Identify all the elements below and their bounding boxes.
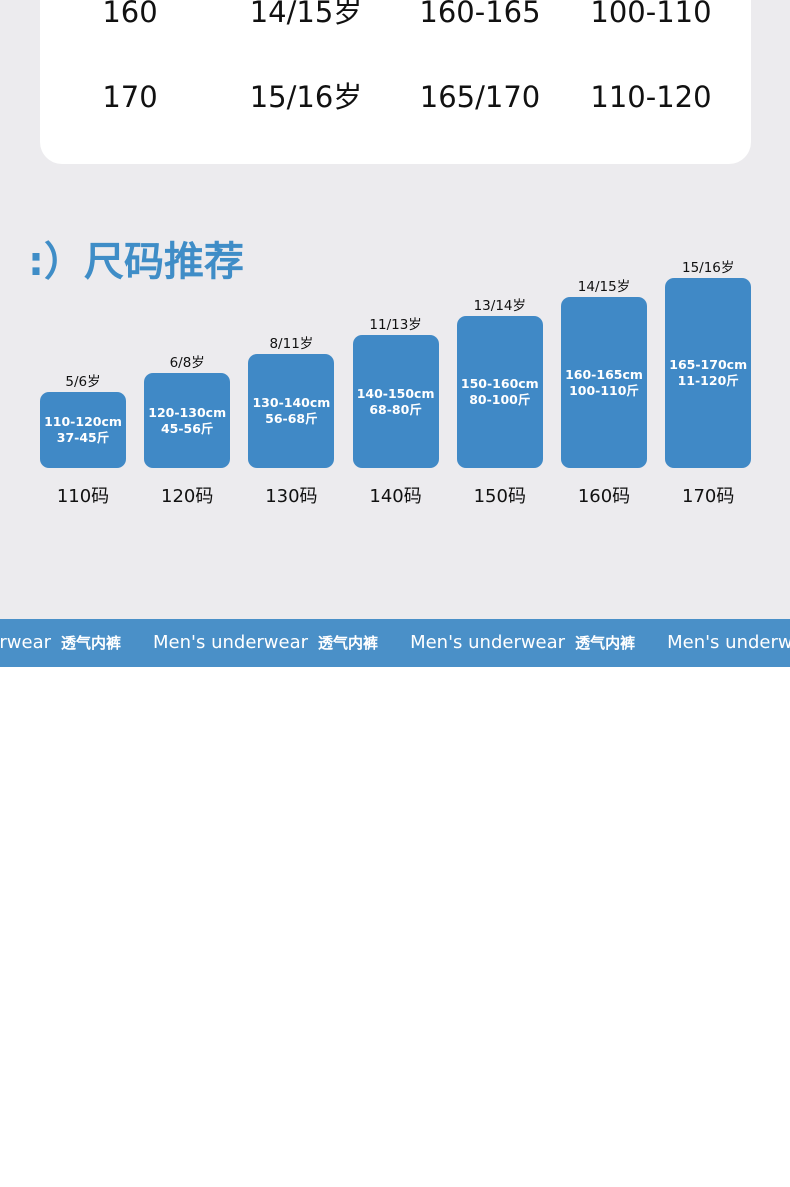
size-label: 120码 xyxy=(161,486,214,507)
banner-text: Men's underwear xyxy=(0,632,52,653)
height-range-label: 140-150cm xyxy=(356,385,435,401)
table-cell: 165/170 xyxy=(419,80,541,114)
table-cell: 160 xyxy=(102,0,158,29)
size-label: 110码 xyxy=(56,486,110,507)
age-label: 6/8岁 xyxy=(169,355,205,371)
weight-range-label: 80-100斤 xyxy=(469,392,531,407)
bar-label: 110-120cm 37-45斤 xyxy=(40,414,126,446)
table-cell: 110-120 xyxy=(590,80,712,114)
bar-label: 160-165cm 100-110斤 xyxy=(561,367,647,399)
age-label: 15/16岁 xyxy=(681,260,735,276)
banner-item: Men's underwear 透气内裤 xyxy=(153,619,378,667)
bar-label: 120-130cm 45-56斤 xyxy=(144,405,230,437)
bar xyxy=(144,373,231,468)
bar xyxy=(561,297,647,468)
table-row: 160 14/15岁 160-165 100-110 xyxy=(40,0,751,32)
age-label: 13/14岁 xyxy=(473,298,526,314)
bar-label: 150-160cm 80-100斤 xyxy=(457,376,543,408)
weight-range-label: 68-80斤 xyxy=(369,401,422,417)
size-label: 140码 xyxy=(369,486,422,507)
age-label: 14/15岁 xyxy=(577,279,631,295)
size-table-card: 160 14/15岁 160-165 100-110 170 15/16岁 16… xyxy=(40,0,751,164)
table-cell: 100-110 xyxy=(590,0,712,29)
table-cell: 14/15岁 xyxy=(249,0,363,29)
size-label: 160码 xyxy=(577,486,631,507)
banner-tag: 透气内裤 xyxy=(318,634,379,652)
bar-label: 130-140cm 56-68斤 xyxy=(248,395,334,427)
table-cell: 160-165 xyxy=(419,0,541,29)
weight-range-label: 100-110斤 xyxy=(569,382,639,398)
banner-tag: 透气内裤 xyxy=(61,634,122,652)
banner-item: Men's underwear 透气内裤 xyxy=(0,619,121,667)
bar xyxy=(248,354,335,468)
section-title: :）尺码推荐 xyxy=(28,239,244,285)
table-cell: 15/16岁 xyxy=(249,80,363,114)
bar xyxy=(40,392,126,468)
weight-range-label: 37-45斤 xyxy=(56,430,110,445)
bar xyxy=(456,316,543,468)
height-range-label: 150-160cm xyxy=(460,376,539,391)
size-chart: 110-120cm 37-45斤 5/6岁 110码 120-130cm 45-56斤 6/… xyxy=(0,240,790,520)
size-label: 130码 xyxy=(265,486,318,507)
banner-item: Men's underwear 透气内裤 xyxy=(410,619,635,667)
bar-label: 165-170cm 11-120斤 xyxy=(665,357,751,389)
table-cell: 170 xyxy=(102,80,158,114)
banner-tag: 透气内裤 xyxy=(575,634,636,652)
table-row: 170 15/16岁 165/170 110-120 xyxy=(40,77,751,117)
weight-range-label: 45-56斤 xyxy=(160,420,214,436)
height-range-label: 165-170cm xyxy=(669,357,748,372)
bar xyxy=(665,278,752,468)
size-label: 150码 xyxy=(473,486,526,507)
age-label: 11/13岁 xyxy=(369,317,422,333)
banner-track: Men's underwear 透气内裤 Men's underwear 透气内裤 Me… xyxy=(0,619,790,667)
banner-text: Men's underwear xyxy=(667,632,790,653)
age-label: 8/11岁 xyxy=(269,336,314,352)
banner-text: Men's underwear xyxy=(153,632,309,653)
size-label: 170码 xyxy=(682,486,735,507)
bar-label: 140-150cm 68-80斤 xyxy=(353,386,439,418)
height-range-label: 160-165cm xyxy=(565,366,643,382)
height-range-label: 120-130cm xyxy=(148,404,227,420)
age-label: 5/6岁 xyxy=(65,374,101,390)
banner: Men's underwear 透气内裤 Men's underwear 透气内裤 Me… xyxy=(0,619,790,667)
bar xyxy=(352,335,439,468)
height-range-label: 130-140cm xyxy=(252,395,331,410)
banner-text: Men's underwear xyxy=(410,632,566,653)
height-range-label: 110-120cm xyxy=(44,414,122,429)
weight-range-label: 11-120斤 xyxy=(677,373,739,388)
weight-range-label: 56-68斤 xyxy=(265,411,318,426)
